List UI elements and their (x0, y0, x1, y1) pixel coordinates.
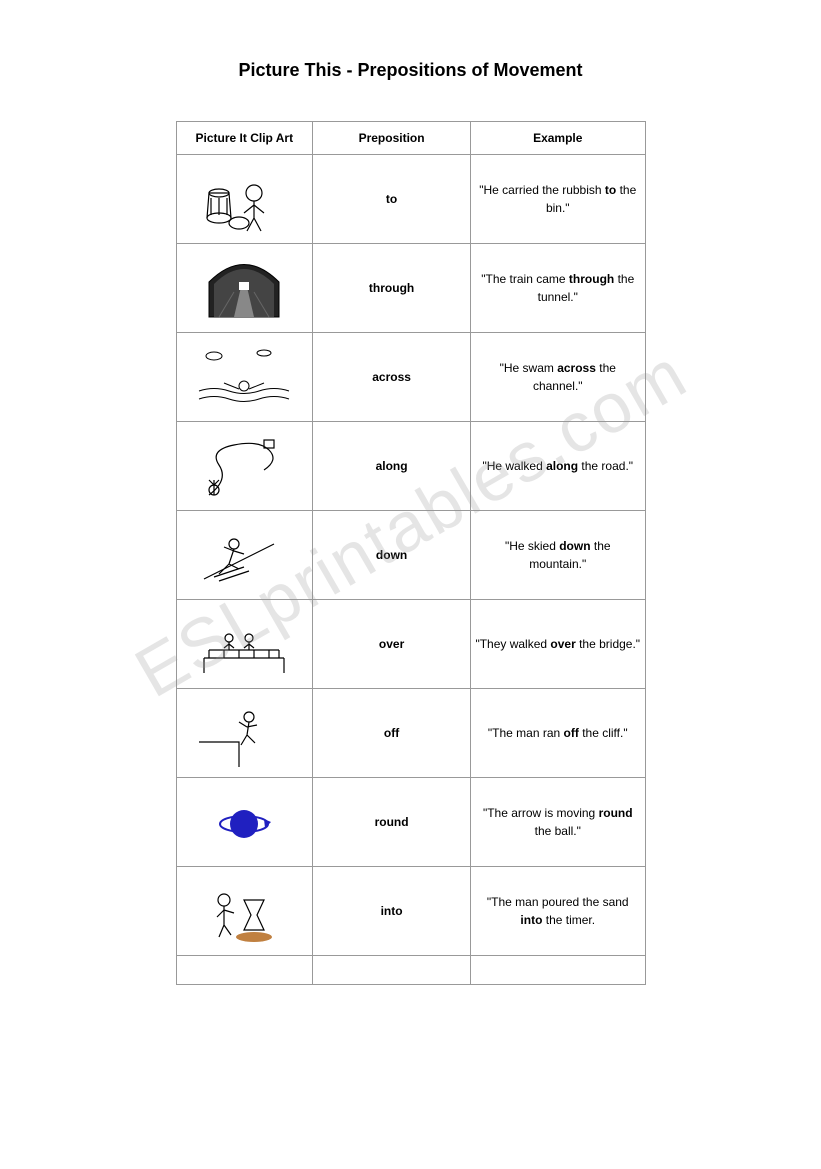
ball-icon (189, 786, 299, 858)
example-bold: round (599, 806, 633, 820)
preposition-cell: round (313, 778, 471, 867)
example-pre: "The train came (481, 272, 569, 286)
example-post: the road." (578, 459, 633, 473)
road-icon (189, 430, 299, 502)
example-cell: "He carried the rubbish to the bin." (471, 155, 645, 244)
tunnel-icon (189, 252, 299, 324)
clipart-cell (176, 689, 313, 778)
timer-icon (189, 875, 299, 947)
clipart-cell (176, 422, 313, 511)
table-row: along"He walked along the road." (176, 422, 645, 511)
example-bold: into (520, 913, 542, 927)
example-bold: to (605, 183, 616, 197)
header-preposition: Preposition (313, 122, 471, 155)
preposition-cell: down (313, 511, 471, 600)
cliff-icon (189, 697, 299, 769)
example-cell: "He swam across the channel." (471, 333, 645, 422)
header-clipart: Picture It Clip Art (176, 122, 313, 155)
clipart-cell (176, 333, 313, 422)
example-pre: "The man ran (488, 726, 564, 740)
example-cell: "The man poured the sand into the timer. (471, 867, 645, 956)
preposition-cell: through (313, 244, 471, 333)
table-row: across"He swam across the channel." (176, 333, 645, 422)
example-pre: "He walked (482, 459, 546, 473)
table-header-row: Picture It Clip Art Preposition Example (176, 122, 645, 155)
example-pre: "He swam (500, 361, 558, 375)
example-cell: "The man ran off the cliff." (471, 689, 645, 778)
table-row: over"They walked over the bridge." (176, 600, 645, 689)
table-row: down"He skied down the mountain." (176, 511, 645, 600)
preposition-cell: over (313, 600, 471, 689)
example-pre: "He carried the rubbish (479, 183, 605, 197)
empty-cell (313, 956, 471, 985)
example-cell: "They walked over the bridge." (471, 600, 645, 689)
header-example: Example (471, 122, 645, 155)
preposition-cell: to (313, 155, 471, 244)
worksheet-page: Picture This - Prepositions of Movement … (0, 0, 821, 1045)
example-cell: "He walked along the road." (471, 422, 645, 511)
page-title: Picture This - Prepositions of Movement (100, 60, 721, 81)
example-bold: across (557, 361, 596, 375)
clipart-cell (176, 867, 313, 956)
preposition-cell: off (313, 689, 471, 778)
empty-row (176, 956, 645, 985)
clipart-cell (176, 511, 313, 600)
example-cell: "The train came through the tunnel." (471, 244, 645, 333)
example-bold: down (559, 539, 590, 553)
bridge-icon (189, 608, 299, 680)
table-row: into"The man poured the sand into the ti… (176, 867, 645, 956)
example-bold: through (569, 272, 614, 286)
clipart-cell (176, 244, 313, 333)
example-pre: "He skied (505, 539, 559, 553)
example-post: the bridge." (576, 637, 640, 651)
example-pre: "The man poured the sand (487, 895, 629, 909)
example-pre: "They walked (475, 637, 550, 651)
empty-cell (176, 956, 313, 985)
example-post: the ball." (535, 824, 581, 838)
table-row: through"The train came through the tunne… (176, 244, 645, 333)
example-cell: "He skied down the mountain." (471, 511, 645, 600)
example-pre: "The arrow is moving (483, 806, 599, 820)
prepositions-table: Picture It Clip Art Preposition Example … (176, 121, 646, 985)
table-row: off"The man ran off the cliff." (176, 689, 645, 778)
swim-icon (189, 341, 299, 413)
example-bold: along (546, 459, 578, 473)
preposition-cell: across (313, 333, 471, 422)
example-post: the timer. (542, 913, 595, 927)
preposition-cell: along (313, 422, 471, 511)
preposition-cell: into (313, 867, 471, 956)
example-cell: "The arrow is moving round the ball." (471, 778, 645, 867)
clipart-cell (176, 600, 313, 689)
table-row: round"The arrow is moving round the ball… (176, 778, 645, 867)
example-bold: off (564, 726, 579, 740)
example-bold: over (550, 637, 575, 651)
clipart-cell (176, 155, 313, 244)
bin-icon (189, 163, 299, 235)
empty-cell (471, 956, 645, 985)
ski-icon (189, 519, 299, 591)
table-row: to"He carried the rubbish to the bin." (176, 155, 645, 244)
example-post: the cliff." (579, 726, 628, 740)
clipart-cell (176, 778, 313, 867)
